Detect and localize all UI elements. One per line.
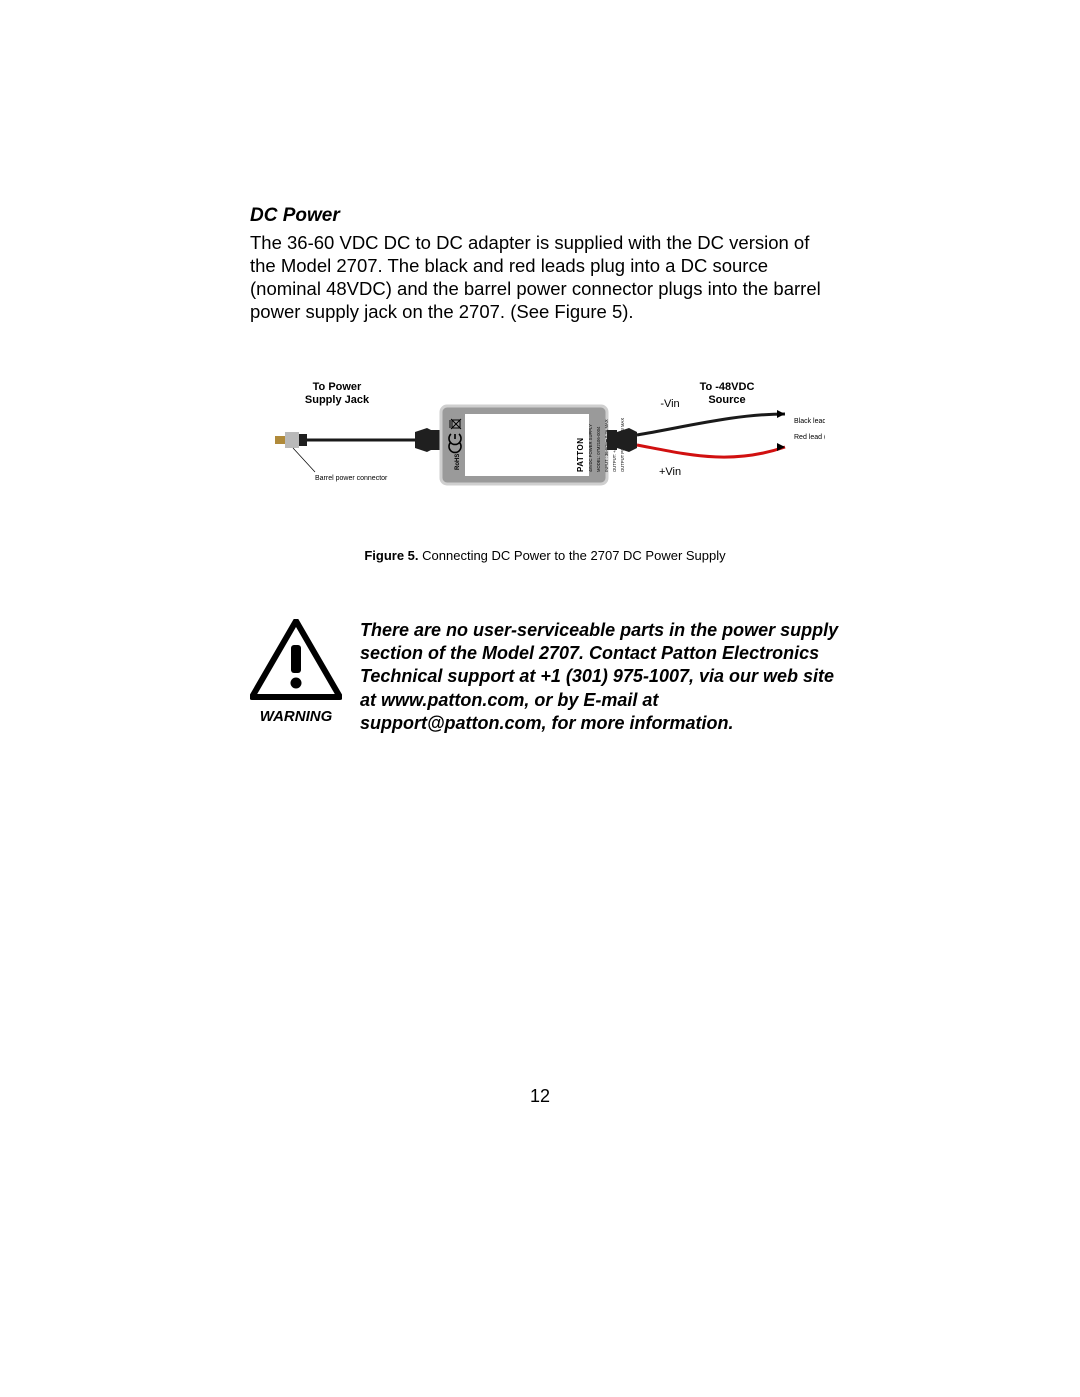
plug-sleeve	[299, 434, 307, 446]
dc-power-diagram: PATTON 48VDC POWER SUPPLY MODEL: 07M2106…	[265, 372, 825, 522]
warning-text: There are no user-serviceable parts in t…	[360, 619, 840, 736]
warning-label: WARNING	[250, 708, 342, 725]
adapter-label	[465, 414, 589, 476]
warning-block: WARNING There are no user-serviceable pa…	[250, 619, 840, 736]
red-lead-wire	[637, 445, 785, 457]
caption-bold: Figure 5.	[364, 548, 418, 563]
plug-tip	[275, 436, 285, 444]
rohs-mark: RoHS	[455, 453, 461, 469]
label-black-lead: Black lead (-V)	[794, 418, 825, 425]
label-line-2: MODEL: 07M2106-0004	[596, 425, 601, 471]
figure-5: PATTON 48VDC POWER SUPPLY MODEL: 07M2106…	[250, 372, 840, 563]
label-left-top1: To Power	[313, 381, 362, 393]
label-barrel-connector: Barrel power connector	[315, 475, 388, 482]
warning-icon-column: WARNING	[250, 619, 342, 725]
plug-body	[285, 432, 299, 448]
page-content: DC Power The 36-60 VDC DC to DC adapter …	[250, 205, 840, 735]
label-vin-minus: -Vin	[660, 398, 679, 410]
caption-text: Connecting DC Power to the 2707 DC Power…	[419, 548, 726, 563]
label-red-lead: Red lead (+V)	[794, 434, 825, 441]
label-left-top2: Supply Jack	[305, 394, 370, 406]
warning-triangle-icon	[250, 619, 342, 701]
arrow-black	[777, 410, 785, 418]
page-number: 12	[0, 1086, 1080, 1107]
label-line-1: 48VDC POWER SUPPLY	[588, 423, 593, 471]
label-right-top1: To -48VDC	[700, 381, 755, 393]
brand-text: PATTON	[576, 437, 585, 472]
figure-caption: Figure 5. Connecting DC Power to the 270…	[250, 548, 840, 563]
label-vin-plus: +Vin	[659, 466, 681, 478]
body-paragraph: The 36-60 VDC DC to DC adapter is suppli…	[250, 231, 840, 324]
section-heading: DC Power	[250, 205, 840, 227]
callout-line	[293, 448, 315, 472]
label-right-top2: Source	[708, 394, 745, 406]
strain-relief-right	[617, 428, 637, 452]
black-lead-wire	[637, 414, 785, 435]
